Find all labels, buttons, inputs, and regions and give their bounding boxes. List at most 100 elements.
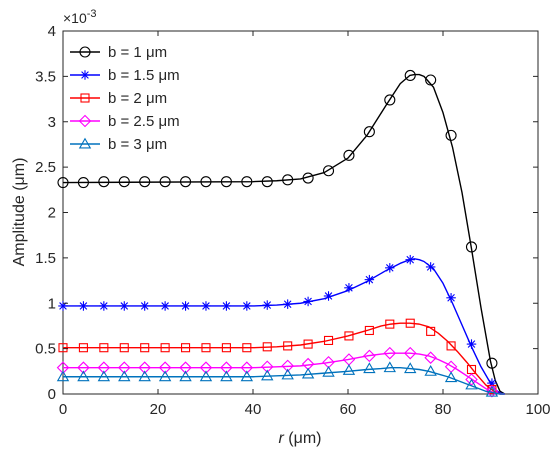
diamond-marker <box>220 361 233 374</box>
asterisk-marker <box>405 254 415 265</box>
asterisk-stroke <box>161 302 169 310</box>
legend-label: b = 2 μm <box>108 90 167 107</box>
series-3 <box>58 318 505 395</box>
asterisk-stroke <box>243 302 251 310</box>
series-line <box>63 366 505 395</box>
square-marker <box>160 343 170 353</box>
circle-marker <box>139 176 151 188</box>
triangle-marker <box>240 370 254 382</box>
series-markers <box>56 346 499 398</box>
circle-marker <box>220 176 232 188</box>
triangle-marker <box>138 370 151 382</box>
square-marker <box>58 343 68 353</box>
asterisk-marker <box>201 301 211 311</box>
asterisk-stroke <box>365 275 374 284</box>
asterisk-stroke <box>263 301 272 309</box>
asterisk-stroke <box>345 284 353 292</box>
diamond-marker <box>77 361 90 374</box>
asterisk-marker <box>385 263 395 273</box>
diamond-marker <box>97 361 111 374</box>
series-1 <box>57 69 506 395</box>
series-markers <box>56 361 499 397</box>
circle-marker <box>384 94 396 106</box>
asterisk-stroke <box>283 300 292 308</box>
square-marker <box>364 325 374 336</box>
circle-marker <box>200 176 212 188</box>
asterisk-marker <box>242 301 252 311</box>
legend-label: b = 2.5 μm <box>108 113 180 130</box>
square-marker <box>99 343 109 353</box>
triangle-marker <box>97 370 111 382</box>
y-tick-label: 3.5 <box>35 68 56 85</box>
diamond-marker <box>179 361 192 374</box>
series-2 <box>58 254 505 395</box>
series-markers <box>58 254 497 388</box>
asterisk-marker <box>344 283 354 293</box>
asterisk-marker <box>425 262 436 272</box>
circle-marker <box>180 176 192 188</box>
circle-marker <box>118 176 130 188</box>
triangle-marker <box>78 137 92 149</box>
y-tick-label: 4 <box>48 23 56 40</box>
asterisk-stroke <box>304 297 312 306</box>
y-tick-label: 0.5 <box>35 341 56 358</box>
asterisk-stroke <box>222 302 231 310</box>
square-marker <box>201 343 211 353</box>
circle-marker <box>159 176 171 188</box>
triangle-marker <box>444 371 458 383</box>
axes-layer: 0 20 40 60 80 100 0 0.5 1 1.5 2 2.5 3 3.5 4 <box>35 23 550 418</box>
square-marker <box>405 318 415 328</box>
square-marker <box>323 335 334 346</box>
diamond-marker <box>78 114 92 128</box>
circle-marker <box>486 357 498 369</box>
circle-marker <box>241 176 253 188</box>
circle-marker <box>282 174 294 186</box>
series-layer <box>56 69 506 398</box>
asterisk-marker <box>364 274 375 285</box>
triangle-marker <box>118 370 131 382</box>
y-tick-label: 1.5 <box>35 250 56 267</box>
asterisk-marker <box>80 70 90 80</box>
asterisk-stroke <box>467 340 476 348</box>
asterisk-stroke <box>81 71 89 79</box>
x-tick-label: 80 <box>435 401 452 418</box>
square-marker <box>78 343 88 353</box>
series-4 <box>56 346 505 398</box>
asterisk-stroke <box>79 302 88 310</box>
asterisk-marker <box>303 296 313 307</box>
circle-marker <box>465 241 478 253</box>
triangle-marker <box>77 370 90 382</box>
triangle-marker <box>179 370 192 382</box>
square-marker <box>303 339 313 349</box>
legend-item: b = 1.5 μm <box>70 67 180 84</box>
asterisk-stroke <box>324 292 333 300</box>
diamond-marker <box>383 346 397 360</box>
asterisk-marker <box>446 293 456 303</box>
circle-marker <box>79 46 91 58</box>
diamond-marker <box>56 361 70 374</box>
legend-label: b = 3 μm <box>108 136 167 153</box>
diamond-marker <box>465 373 478 386</box>
diamond-marker <box>281 359 294 373</box>
asterisk-stroke <box>385 264 394 272</box>
triangle-marker <box>342 364 356 375</box>
triangle-marker <box>158 370 172 382</box>
square-marker <box>426 326 436 336</box>
diamond-marker <box>158 361 172 374</box>
y-tick-label: 0 <box>48 386 56 403</box>
circle-marker <box>261 176 273 188</box>
asterisk-marker <box>282 299 293 309</box>
square-marker <box>119 343 129 353</box>
triangle-marker <box>199 370 213 382</box>
asterisk-marker <box>323 291 334 301</box>
plot-frame <box>62 30 539 395</box>
asterisk-marker <box>139 301 150 311</box>
legend-item: b = 2 μm <box>70 90 167 107</box>
x-tick-label: 40 <box>245 401 262 418</box>
triangle-marker <box>404 362 417 374</box>
y-tick-label: 1 <box>48 295 56 312</box>
asterisk-marker <box>466 339 477 349</box>
series-line <box>63 258 505 395</box>
square-marker <box>80 93 90 103</box>
square-marker <box>344 331 354 341</box>
